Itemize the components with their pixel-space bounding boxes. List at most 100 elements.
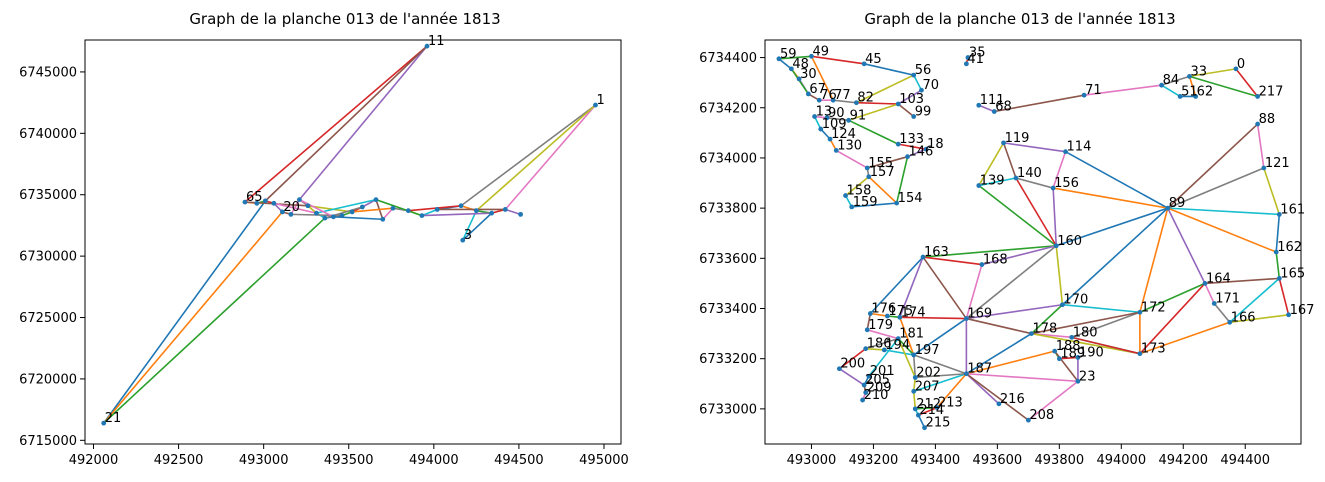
edge-line — [778, 55, 813, 60]
chart-left: Graph de la planche 013 de l'année 1813 … — [19, 10, 629, 468]
edge-line — [867, 175, 898, 204]
edge-line — [1064, 150, 1169, 209]
point-label: 180 — [1073, 325, 1098, 340]
point-label: 174 — [901, 305, 926, 320]
point-label: 216 — [1000, 392, 1025, 407]
point-label: 84 — [1163, 73, 1180, 88]
edge-line — [1204, 282, 1216, 305]
data-point — [1211, 301, 1217, 306]
data-point — [1159, 82, 1164, 88]
data-point — [911, 114, 917, 119]
data-point — [812, 114, 817, 119]
y-tick-label: 6740000 — [19, 127, 77, 142]
edge-line — [1166, 207, 1281, 216]
data-point — [866, 174, 872, 180]
point-label: 190 — [1079, 345, 1104, 360]
edge-line — [838, 347, 867, 370]
point-label: 181 — [899, 327, 924, 342]
data-point — [976, 102, 982, 108]
y-tick-label: 6745000 — [19, 65, 77, 80]
data-point — [419, 213, 425, 218]
point-label: 200 — [840, 357, 865, 372]
x-tick-label: 495000 — [579, 453, 629, 468]
point-label: 56 — [915, 63, 932, 78]
data-point — [1060, 302, 1065, 308]
edge-line — [912, 372, 968, 393]
point-label: 89 — [1169, 196, 1186, 211]
point-label: 164 — [1206, 271, 1231, 286]
data-point — [963, 316, 969, 321]
data-point — [489, 210, 495, 216]
data-point — [923, 146, 929, 152]
data-point — [919, 87, 924, 93]
edge-line — [898, 316, 915, 356]
point-label: 59 — [780, 47, 797, 62]
data-point — [843, 193, 848, 198]
x-tick-label: 493000 — [787, 453, 837, 468]
edge-line — [914, 406, 938, 410]
edge-line — [1052, 187, 1169, 209]
x-tick-label: 493500 — [324, 453, 374, 468]
edge-line — [847, 119, 900, 145]
data-point — [1276, 211, 1282, 217]
data-point — [271, 200, 277, 206]
point-label: 165 — [1280, 266, 1305, 281]
point-label: 172 — [1141, 300, 1166, 315]
point-label: 139 — [980, 174, 1005, 189]
edge-line — [866, 329, 900, 340]
edge-line — [993, 94, 1085, 113]
edge-line — [838, 367, 865, 386]
edge-line — [847, 103, 900, 122]
edge-line — [273, 202, 318, 214]
edge-line — [1061, 303, 1141, 314]
data-point — [322, 215, 328, 221]
edge-line — [504, 104, 597, 211]
edge-line — [1204, 277, 1281, 285]
point-label: 202 — [916, 366, 941, 381]
point-label: 18 — [927, 137, 944, 152]
point-label: 197 — [915, 343, 940, 358]
data-point — [405, 208, 411, 214]
y-tick-label: 6720000 — [19, 372, 77, 387]
data-point — [827, 136, 833, 142]
data-point — [861, 382, 867, 388]
data-point — [894, 200, 900, 206]
data-point — [963, 61, 969, 67]
edge-line — [1058, 356, 1079, 360]
edge-line — [421, 208, 439, 217]
edge-line — [912, 317, 968, 356]
data-point — [911, 352, 917, 358]
edge-line — [1052, 150, 1067, 189]
data-point — [288, 211, 294, 217]
edge-line — [461, 212, 493, 241]
edge-line — [810, 55, 834, 102]
edge-line — [244, 45, 428, 203]
y-tick-label: 6734200 — [699, 101, 757, 116]
data-point — [279, 209, 285, 215]
edge-line — [922, 244, 1058, 258]
edge-line — [897, 143, 927, 150]
point-label: 215 — [926, 416, 951, 431]
x-tick-label: 494400 — [1220, 453, 1270, 468]
data-point — [846, 117, 852, 123]
edge-line — [864, 347, 886, 351]
point-label: 201 — [870, 364, 895, 379]
point-label: 156 — [1054, 176, 1079, 191]
data-point — [963, 371, 969, 377]
point-label: 168 — [983, 253, 1008, 268]
data-point — [853, 100, 859, 106]
edge-line — [290, 198, 301, 216]
edge-line — [1052, 187, 1058, 247]
data-point — [976, 183, 982, 188]
edge-line — [832, 99, 858, 104]
x-ticks: 493000 493200 493400 493600 493800 494000 4942… — [787, 444, 1270, 468]
edge-line — [298, 45, 428, 201]
point-label: 187 — [967, 362, 992, 377]
data-point — [1255, 94, 1261, 99]
point-label: 209 — [867, 381, 892, 396]
point-label: 176 — [871, 302, 896, 317]
data-point — [805, 91, 811, 97]
point-label: 35 — [969, 46, 986, 61]
edge-line — [914, 372, 968, 379]
